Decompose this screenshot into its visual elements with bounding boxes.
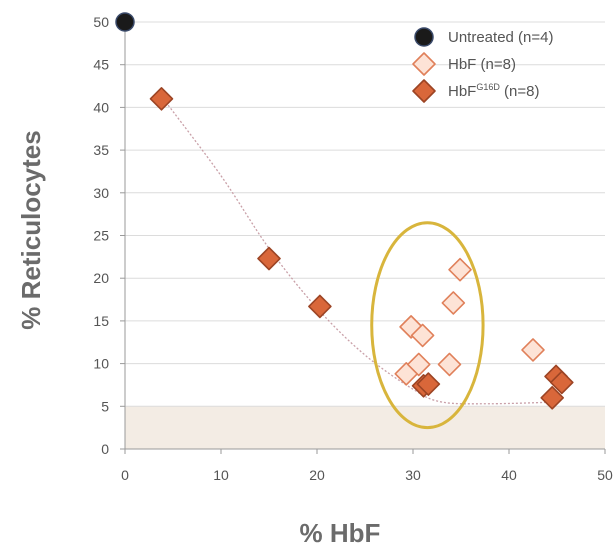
y-tick-label: 45 [93,57,109,73]
x-axis-title: % HbF [300,518,381,548]
y-tick-label: 50 [93,14,109,30]
y-tick-label: 10 [93,356,109,372]
legend-marker [414,27,434,47]
data-point [441,291,466,315]
y-tick-label: 25 [93,228,109,244]
y-tick-label: 40 [93,99,109,115]
axes [124,22,606,454]
y-tick-label: 5 [101,398,109,414]
data-point [308,294,332,319]
data-point [521,338,545,362]
x-tick-label: 10 [213,467,229,483]
data-point [540,385,565,410]
data-point [437,352,462,377]
x-tick-labels: 0 10 20 30 40 50 [121,467,613,483]
x-tick-label: 20 [309,467,325,483]
data-points [115,12,574,410]
x-tick-label: 40 [501,467,517,483]
legend: Untreated (n=4) HbF (n=8) HbFG16D (n=8) [412,27,553,103]
legend-marker [412,79,436,103]
x-tick-label: 50 [597,467,613,483]
data-point [149,87,174,111]
reference-band [125,406,605,449]
trend-curve [162,98,558,405]
data-point [549,370,574,395]
data-point [410,323,435,348]
data-point [416,372,441,396]
y-tick-label: 30 [93,185,109,201]
data-point [448,257,472,282]
legend-marker [412,52,436,76]
highlight-ellipse [370,221,485,430]
y-tick-label: 20 [93,270,109,286]
data-point [115,12,135,32]
x-tick-label: 30 [405,467,421,483]
y-tick-label: 15 [93,313,109,329]
gridlines [120,21,605,450]
legend-label: Untreated (n=4) [448,29,553,46]
legend-label: HbF (n=8) [448,56,516,73]
y-tick-label: 35 [93,142,109,158]
legend-label: HbFG16D (n=8) [448,82,539,100]
data-point [257,246,281,271]
data-point [406,352,431,377]
x-tick-label: 0 [121,467,129,483]
y-tick-labels: 0 5 10 15 20 25 30 35 40 45 50 [93,14,109,457]
y-tick-label: 0 [101,441,109,457]
y-axis-title: % Reticulocytes [16,130,46,329]
